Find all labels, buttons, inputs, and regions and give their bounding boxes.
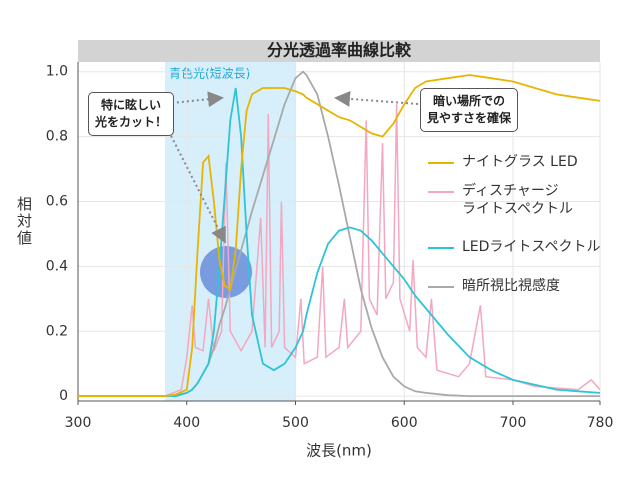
x-tick-label: 300 [65, 415, 92, 431]
annotation: 特に眩しい 光をカット！ [88, 92, 175, 136]
x-tick-label: 500 [282, 415, 309, 431]
annotation: 暗い場所での 見やすさを確保 [420, 88, 519, 132]
x-tick-label: 600 [391, 415, 418, 431]
legend-entry: ナイトグラス LED [462, 154, 578, 170]
y-tick-label: 1.0 [46, 64, 68, 80]
annotation-arrow [334, 90, 419, 107]
series-line [78, 74, 601, 397]
y-tick-label: 0.4 [46, 258, 68, 274]
series-line [78, 87, 601, 397]
y-tick-label: 0.8 [46, 129, 68, 145]
y-tick-label: 0 [59, 388, 68, 404]
highlight-band [165, 62, 296, 401]
x-axis-label: 波長(nm) [306, 442, 372, 460]
x-tick-label: 400 [173, 415, 200, 431]
legend-entry: 暗所視比視感度 [462, 278, 560, 294]
legend-entry: ディスチャージ ライトスペクトル [462, 183, 574, 217]
y-tick-label: 0.6 [46, 193, 68, 209]
highlight-circle [200, 246, 252, 298]
x-tick-label: 780 [587, 415, 614, 431]
legend-entry: LEDライトスペクトル [462, 239, 601, 255]
chart-title: 分光透過率曲線比較 [267, 41, 412, 60]
y-tick-label: 0.2 [46, 323, 68, 339]
band-label: 青色光(短波長) [169, 67, 250, 81]
y-axis-label: 相対値 [15, 196, 33, 247]
title-band [78, 40, 600, 62]
series-line [78, 104, 601, 397]
x-tick-label: 700 [500, 415, 527, 431]
